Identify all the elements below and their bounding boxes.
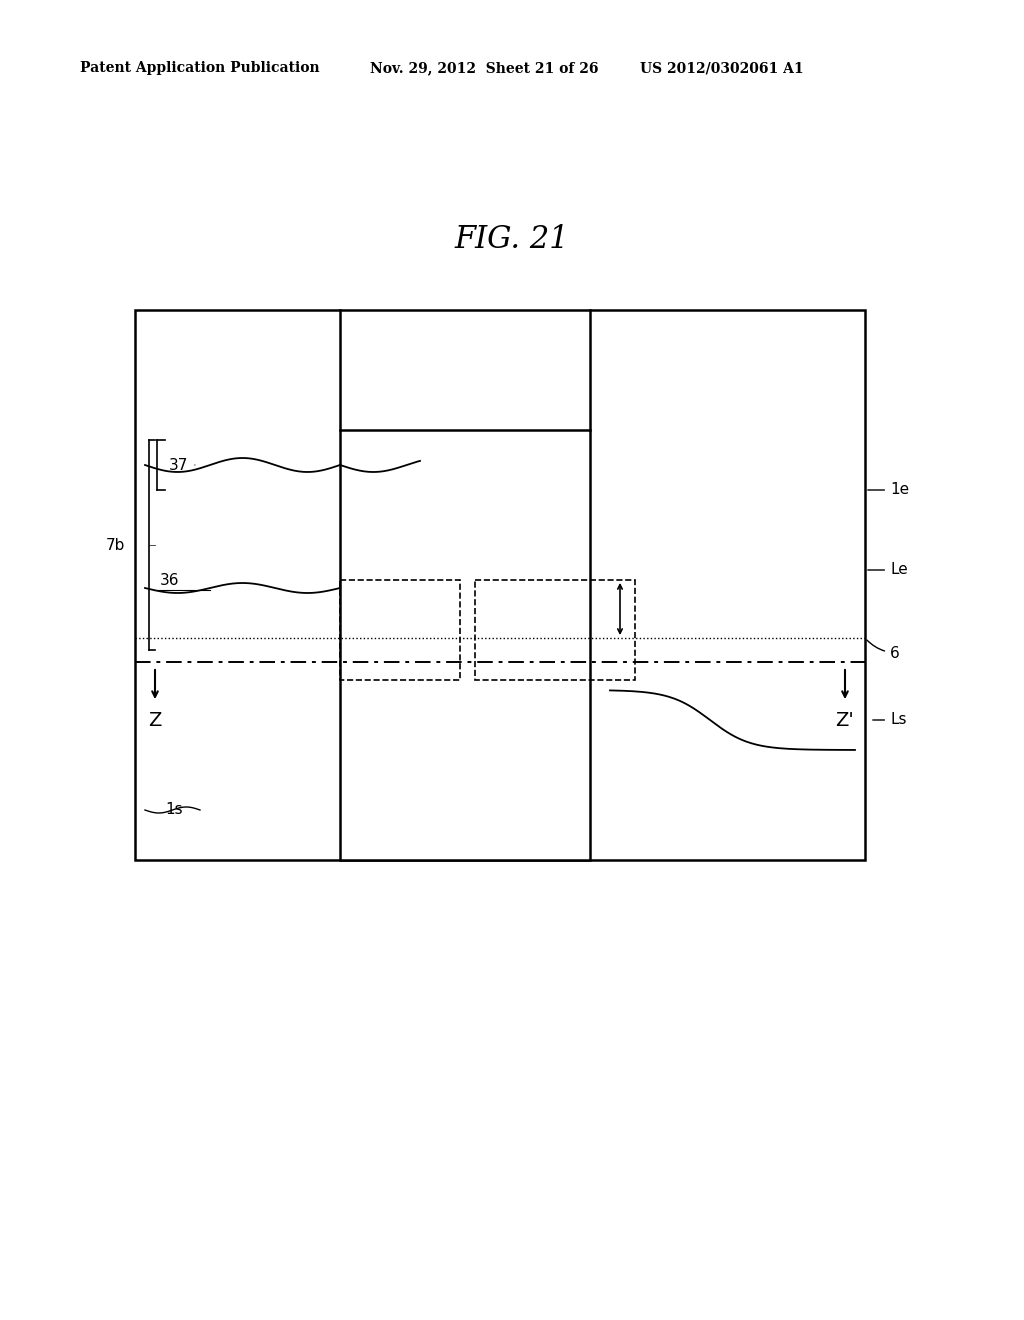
Text: 6: 6: [867, 640, 900, 660]
Text: Patent Application Publication: Patent Application Publication: [80, 61, 319, 75]
Bar: [340, 430, 590, 861]
Text: Ls: Ls: [872, 713, 906, 727]
Text: 1s: 1s: [165, 803, 182, 817]
Bar: [475, 579, 635, 680]
Text: 7b: 7b: [105, 537, 125, 553]
Text: Le: Le: [867, 562, 907, 578]
Text: 36: 36: [160, 573, 179, 587]
Text: FIG. 21: FIG. 21: [455, 224, 569, 256]
Text: 37: 37: [169, 458, 188, 473]
Text: 1e: 1e: [867, 483, 909, 498]
Bar: [340, 579, 460, 680]
Text: US 2012/0302061 A1: US 2012/0302061 A1: [640, 61, 804, 75]
Text: Z: Z: [148, 710, 162, 730]
Bar: [135, 310, 865, 861]
Text: Nov. 29, 2012  Sheet 21 of 26: Nov. 29, 2012 Sheet 21 of 26: [370, 61, 598, 75]
Text: Z': Z': [836, 710, 854, 730]
